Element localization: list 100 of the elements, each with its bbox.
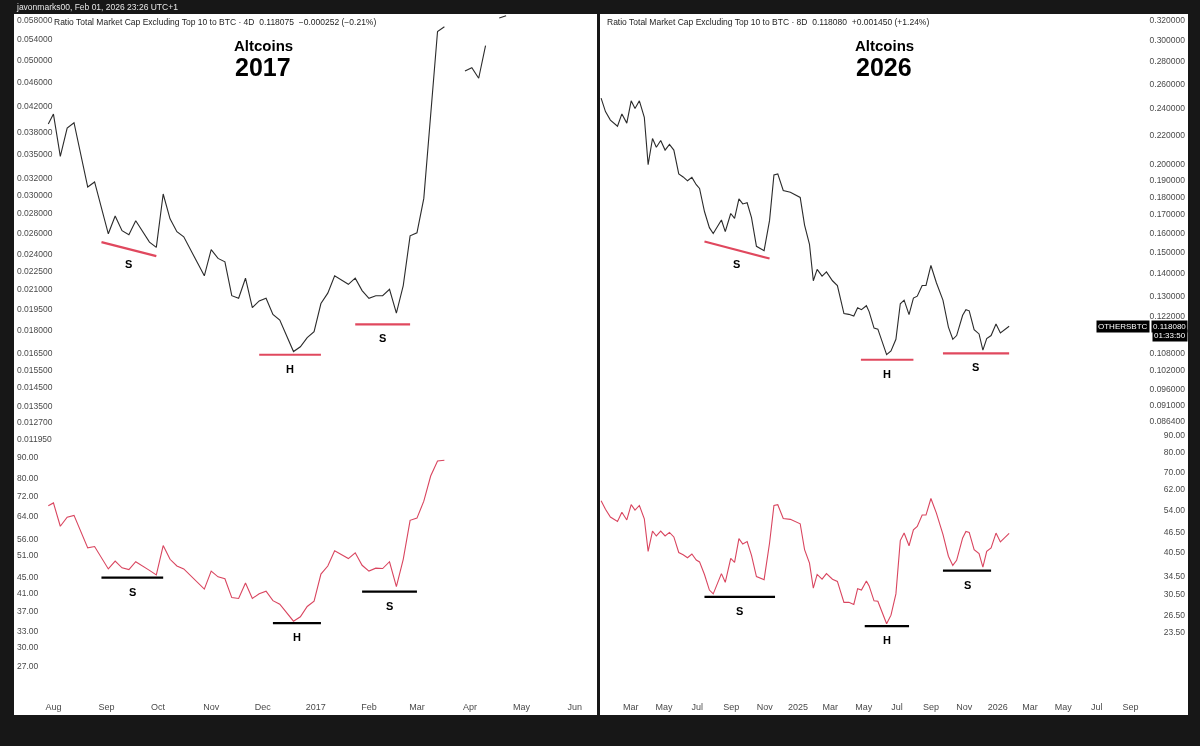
annotation: Ratio Total Market Cap Excluding Top 10 to BTC · 8D 0.118080 +0.001450 (+1.24%) [607,17,930,27]
annotation: S [972,361,980,373]
y-tick-label: 0.018000 [17,325,53,336]
x-tick-label: Sep [922,702,939,713]
y-tick-label: 0.102000 [1149,365,1186,376]
x-tick-label: Jul [691,702,704,713]
x-tick-label: 2025 [787,702,809,713]
annotation: S [733,258,741,270]
annotation: 0.118080 [1153,322,1187,331]
x-tick-label: Nov [756,702,774,713]
y-tick-label: 0.190000 [1149,174,1186,185]
x-tick-label: Nov [956,702,973,713]
y-tick-label: 37.00 [17,606,39,617]
y-tick-label: 0.022500 [17,266,53,277]
x-tick-label: Sep [1122,702,1139,713]
y-tick-label: 0.035000 [17,149,53,160]
x-tick-label: Dec [254,702,272,713]
x-tick-label: 2017 [305,702,326,713]
y-tick-label: 0.150000 [1149,247,1186,258]
y-tick-label: 34.50 [1163,570,1186,581]
y-tick-label: 0.200000 [1149,159,1186,170]
y-tick-label: 0.028000 [17,208,53,219]
x-tick-label: Jul [1090,702,1103,713]
y-tick-label: 0.280000 [1149,56,1186,67]
y-tick-label: 46.50 [1163,526,1186,537]
y-tick-label: 0.021000 [17,284,53,295]
y-tick-label: 0.054000 [17,34,53,45]
y-tick-label: 90.00 [1163,429,1186,440]
y-tick-label: 0.240000 [1149,103,1186,114]
y-tick-label: 0.011950 [17,433,53,444]
annotation: OTHERSBTC [1098,322,1148,331]
y-tick-label: 80.00 [17,472,39,483]
annotation: Ratio Total Market Cap Excluding Top 10 to BTC · 4D 0.118075 −0.000252 (−0.21%) [54,17,377,27]
x-tick-label: May [655,702,673,713]
y-tick-label: 26.50 [1163,609,1186,620]
y-tick-label: 33.00 [17,625,39,636]
text: Altcoins [234,37,294,54]
y-tick-label: 40.50 [1163,547,1186,558]
annotation: H [286,363,294,375]
y-tick-label: 0.170000 [1149,209,1186,220]
y-tick-label: 0.130000 [1149,291,1186,302]
x-tick-label: Nov [203,702,220,713]
y-tick-label: 64.00 [17,511,39,522]
y-tick-label: 41.00 [17,588,39,599]
y-tick-label: 0.091000 [1149,400,1186,411]
y-tick-label: 70.00 [1163,466,1186,477]
y-tick-label: 90.00 [17,452,39,463]
y-tick-label: 0.300000 [1149,35,1186,46]
y-tick-label: 27.00 [17,660,39,671]
y-tick-label: 23.50 [1163,627,1186,638]
y-tick-label: 0.015500 [17,364,53,375]
x-tick-label: Apr [463,702,478,713]
y-tick-label: 54.00 [1163,504,1186,515]
x-tick-label: Oct [151,702,166,713]
y-tick-label: 56.00 [17,534,39,545]
x-tick-label: May [1054,702,1073,713]
y-tick-label: 80.00 [1163,446,1186,457]
annotation: S [386,600,394,612]
y-tick-label: 0.122000 [1149,310,1186,321]
y-tick-label: 0.013500 [17,401,53,412]
y-tick-label: 0.019500 [17,303,53,314]
text: 2026 [856,53,912,81]
x-tick-label: Mar [1022,702,1038,713]
y-tick-label: 0.086400 [1149,416,1186,427]
x-tick-label: Mar [409,702,425,713]
y-tick-label: 0.030000 [17,189,53,200]
x-tick-label: May [855,702,873,713]
annotation: H [883,368,891,380]
y-tick-label: 0.046000 [17,76,53,87]
annotation: S [964,579,972,591]
x-tick-label: Aug [45,702,62,713]
y-tick-label: 0.260000 [1149,78,1186,89]
x-tick-label: Jul [891,702,903,713]
y-tick-label: 30.50 [1163,588,1186,599]
y-tick-label: 0.058000 [17,15,53,26]
x-tick-label: Sep [723,702,740,713]
y-tick-label: 0.220000 [1149,130,1186,141]
y-tick-label: 0.038000 [17,127,53,138]
annotation: H [293,631,301,643]
x-tick-label: Sep [98,702,115,713]
y-tick-label: 51.00 [17,550,39,561]
y-tick-label: 30.00 [17,642,39,653]
y-tick-label: 0.032000 [17,172,53,183]
text: Altcoins [855,37,915,54]
y-tick-label: 0.160000 [1149,227,1186,238]
text: 2017 [235,53,291,81]
y-tick-label: 0.026000 [17,227,53,238]
y-tick-label: 0.108000 [1149,347,1186,358]
annotation: 01:33:50 [1154,331,1186,340]
y-tick-label: 0.012700 [17,417,53,428]
annotation: S [736,605,744,617]
annotation: S [125,258,133,270]
x-tick-label: 2026 [987,702,1008,713]
y-tick-label: 0.096000 [1149,383,1186,394]
y-tick-label: 0.024000 [17,248,53,259]
x-tick-label: Feb [361,702,377,713]
y-tick-label: 62.00 [1163,484,1186,495]
x-tick-label: Mar [622,702,639,713]
y-tick-label: 0.320000 [1149,15,1186,26]
text: javonmarks00, Feb 01, 2026 23:26 UTC+1 [16,2,179,12]
